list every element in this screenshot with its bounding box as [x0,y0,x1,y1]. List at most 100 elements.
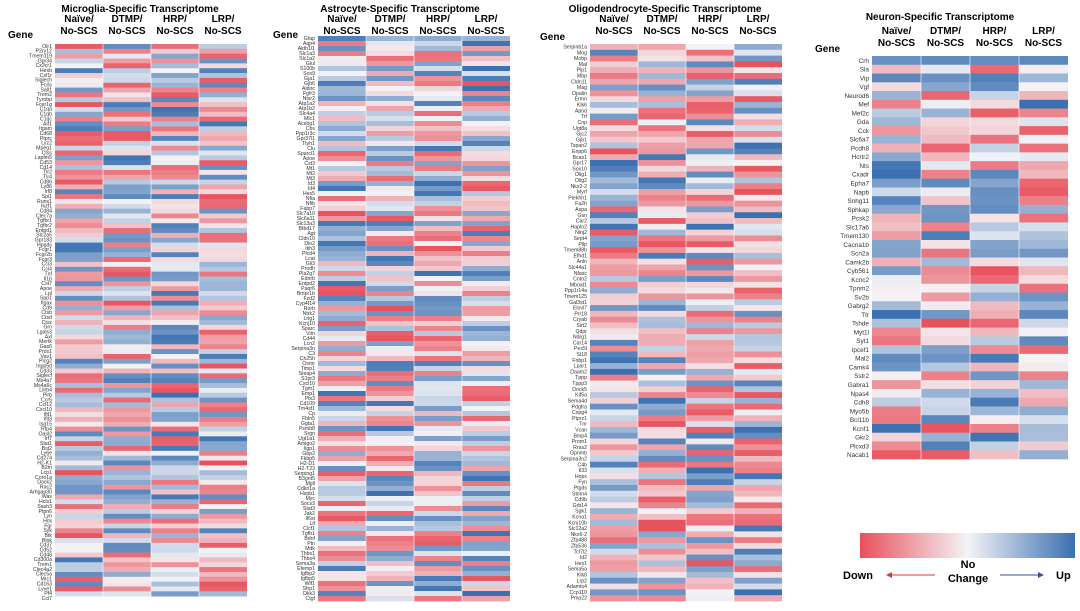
heatmap-cell [872,292,921,302]
gene-label: Sema3a [296,561,315,567]
heatmap-cell [734,148,782,155]
heatmap-cell [462,36,510,42]
gene-label: Kcnf1 [853,426,870,433]
heatmap-cell [151,189,199,195]
heatmap-cell [318,436,366,442]
heatmap-cell [970,301,1019,311]
heatmap-cell [55,528,103,534]
legend-color-bar [860,533,1075,558]
gene-label: Fbln5 [302,416,315,422]
heatmap-cell [103,261,151,268]
gene-label: Ninj2 [575,230,587,236]
legend-down-label: Down [843,570,873,582]
heatmap-cell [462,181,510,187]
heatmap-cell [199,320,247,326]
heatmap-cell [414,176,462,182]
heatmap-cell [872,336,921,346]
heatmap-cell [318,331,366,337]
heatmap-cell [103,416,151,423]
heatmap-cell [734,165,782,172]
heatmap-cell [872,231,921,241]
heatmap-cell [970,143,1019,153]
heatmap-cell [1019,406,1068,416]
heatmap-cell [103,431,151,437]
heatmap-cell [151,421,199,427]
heatmap-cell [921,362,970,372]
heatmap-cell [638,513,686,521]
heatmap-cell [590,148,638,155]
heatmap-cell [686,84,734,91]
heatmap-cell [872,283,921,293]
gene-label: Clec7a [36,213,52,219]
heatmap-cell [462,136,510,142]
heatmap-cell [686,252,734,260]
heatmap-cell [462,421,510,427]
heatmap-cell [151,218,199,224]
gene-label: Atp1a2 [299,101,316,107]
gene-label: Tm4sf1 [298,406,315,412]
heatmap-cell [872,196,921,206]
heatmap-cell [55,412,103,418]
gene-label: Lpl [45,291,52,297]
heatmap-cell [55,349,103,355]
heatmap-cell [414,421,462,427]
heatmap-cell [414,166,462,172]
heatmap-cell [921,318,970,328]
gene-label: Pla2g7 [299,271,315,277]
heatmap-cell [103,373,151,379]
heatmap-cell [55,334,103,340]
heatmap-cell [55,242,103,248]
heatmap-cell [103,479,151,486]
heatmap-cell [366,56,414,62]
heatmap-cell [686,78,734,85]
heatmap-cell [366,386,414,392]
heatmap-cell [590,560,638,567]
heatmap-cell [734,554,782,561]
heatmap-cell [55,450,103,457]
heatmap-cell [638,160,686,167]
heatmap-cell [318,286,366,292]
heatmap-cell [414,316,462,322]
heatmap-cell [103,160,151,166]
heatmap-cell [686,125,734,132]
heatmap-cell [55,518,103,524]
gene-column-label: Gene [8,30,33,41]
heatmap-cell [199,223,247,229]
gene-label: Syk [43,528,52,534]
legend-up-arrowhead [1038,572,1044,578]
column-header: HRP/No-SCS [419,14,457,37]
heatmap-cell [638,328,686,335]
heatmap-cell [686,148,734,155]
heatmap-cell [318,421,366,427]
heatmap-cell [55,194,103,200]
heatmap-cell [921,301,970,311]
heatmap-cell [151,363,199,369]
heatmap-cell [366,466,414,472]
heatmap-cell [318,521,366,527]
heatmap-cell [414,481,462,487]
heatmap-cell [686,223,734,231]
gene-label: Pirb [43,393,52,399]
heatmap-cell [55,571,103,578]
heatmap-cell [686,247,734,254]
heatmap-cell [199,402,247,408]
gene-label: Nkx6-2 [571,532,588,538]
heatmap-cell [462,81,510,87]
heatmap-cell [462,361,510,367]
heatmap-cell [734,339,782,347]
gene-label: Tmem88b [564,248,587,254]
heatmap-cell [151,581,199,587]
heatmap-cell [55,281,103,287]
heatmap-cell [1019,231,1068,241]
heatmap-cell [55,237,103,243]
heatmap-cell [318,51,366,57]
heatmap-cell [414,511,462,517]
gene-label: Npas4 [851,391,870,398]
heatmap-cell [318,571,366,577]
heatmap-cell [366,361,414,367]
heatmap-cell [638,566,686,573]
heatmap-cell [462,561,510,567]
gene-label: Slc1a2 [299,56,315,62]
heatmap-cell [1019,178,1068,188]
heatmap-cell [462,406,510,412]
